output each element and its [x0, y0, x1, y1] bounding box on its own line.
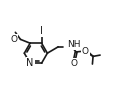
Text: O: O: [11, 35, 18, 44]
Text: NH: NH: [67, 40, 81, 49]
Text: O: O: [71, 59, 78, 68]
Text: N: N: [26, 58, 34, 68]
Text: I: I: [40, 26, 43, 36]
Text: O: O: [82, 47, 89, 56]
